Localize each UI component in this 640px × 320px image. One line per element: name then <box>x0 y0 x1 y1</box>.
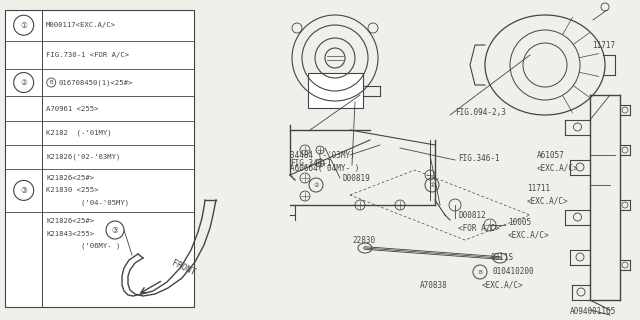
Text: M000117<EXC.A/C>: M000117<EXC.A/C> <box>46 22 116 28</box>
Text: ②: ② <box>313 182 319 188</box>
Text: <EXC.A/C>: <EXC.A/C> <box>537 164 579 172</box>
Text: FIG.730-1 <FOR A/C>: FIG.730-1 <FOR A/C> <box>46 52 129 58</box>
Text: 0311S: 0311S <box>490 253 513 262</box>
Text: A61057: A61057 <box>537 150 564 159</box>
Text: FIG.346-1: FIG.346-1 <box>458 154 500 163</box>
Text: K2182  (-'01MY): K2182 (-'01MY) <box>46 130 112 136</box>
Bar <box>307 73 362 108</box>
Text: ①: ① <box>429 182 435 188</box>
Text: D00819: D00819 <box>342 173 370 182</box>
Text: ③: ③ <box>20 186 27 195</box>
Text: ②: ② <box>20 78 27 87</box>
Text: 11717: 11717 <box>592 41 615 50</box>
Text: K21826('02-'03MY): K21826('02-'03MY) <box>46 154 120 160</box>
Text: B: B <box>478 269 482 275</box>
Text: <FOR A/C>: <FOR A/C> <box>458 223 500 233</box>
Text: ('06MY- ): ('06MY- ) <box>46 243 120 249</box>
Text: ('04-'05MY): ('04-'05MY) <box>46 199 129 206</box>
Text: K21826<25#>: K21826<25#> <box>46 175 94 181</box>
Text: 22830: 22830 <box>352 236 375 244</box>
Text: FIG.348-1: FIG.348-1 <box>290 158 332 167</box>
Text: K21826<25#>: K21826<25#> <box>46 218 94 224</box>
Text: D00812: D00812 <box>458 211 486 220</box>
Text: 11711: 11711 <box>527 183 550 193</box>
Text: <EXC.A/C>: <EXC.A/C> <box>482 281 524 290</box>
Text: 34484 (-'03MY): 34484 (-'03MY) <box>290 150 355 159</box>
Text: ①: ① <box>20 21 27 30</box>
Text: A70838: A70838 <box>420 281 448 290</box>
Text: FIG.094-2,3: FIG.094-2,3 <box>455 108 506 116</box>
Bar <box>5 10 194 307</box>
Text: <EXC.A/C>: <EXC.A/C> <box>527 196 568 205</box>
Text: A094001165: A094001165 <box>570 308 616 316</box>
Text: A60664('04MY- ): A60664('04MY- ) <box>290 164 360 172</box>
Text: K21843<255>: K21843<255> <box>46 230 94 236</box>
Text: <EXC.A/C>: <EXC.A/C> <box>508 230 550 239</box>
Text: ③: ③ <box>111 226 118 235</box>
Text: B: B <box>50 80 53 85</box>
Text: 016708450(1)<25#>: 016708450(1)<25#> <box>58 79 132 86</box>
Text: FRONT: FRONT <box>170 259 196 277</box>
Text: A70961 <255>: A70961 <255> <box>46 106 99 112</box>
Text: K21830 <255>: K21830 <255> <box>46 188 99 193</box>
Text: 10005: 10005 <box>508 218 531 227</box>
Text: 010410200: 010410200 <box>492 268 534 276</box>
